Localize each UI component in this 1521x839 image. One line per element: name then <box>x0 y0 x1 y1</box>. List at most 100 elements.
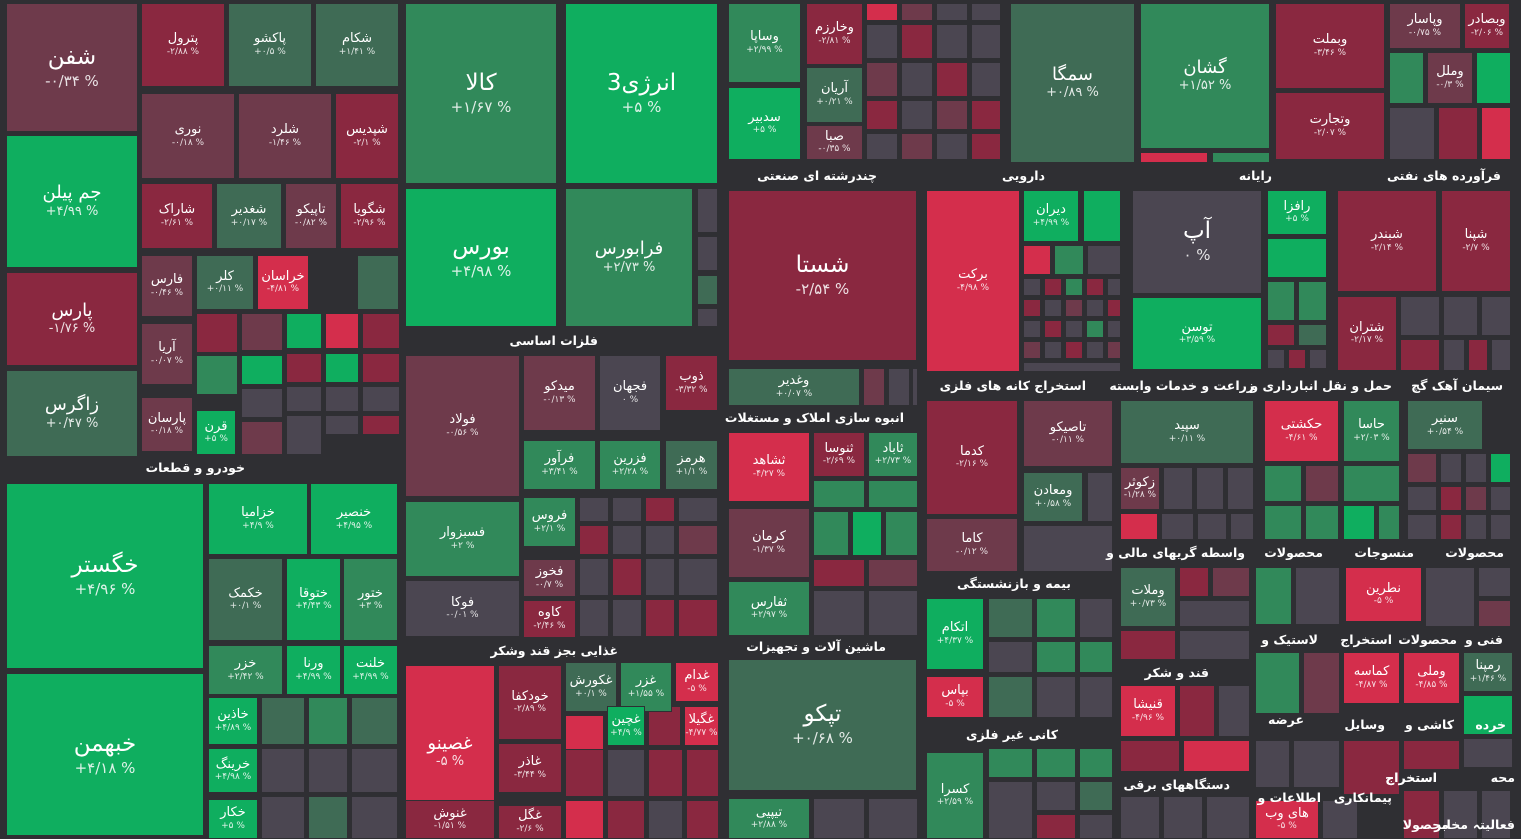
treemap-cell[interactable] <box>565 749 604 797</box>
treemap-cell[interactable] <box>286 353 322 383</box>
stock-tile[interactable]: خکمک +۰/۱ % <box>208 558 283 641</box>
stock-tile[interactable]: رافزا +۵ % <box>1267 190 1327 235</box>
stock-tile[interactable]: شفن -۰/۳۴ % <box>6 3 138 132</box>
stock-tile[interactable]: پترول -۲/۸۸ % <box>141 3 225 87</box>
treemap-cell[interactable] <box>286 313 322 349</box>
treemap-cell[interactable] <box>866 100 898 130</box>
treemap-cell[interactable] <box>1023 278 1041 296</box>
stock-tile[interactable]: غکورش +۰/۱ % <box>565 662 617 712</box>
stock-tile[interactable]: تاصیکو -۰/۱۱ % <box>1023 400 1113 467</box>
stock-tile[interactable]: حاسا +۲/۰۳ % <box>1343 400 1400 462</box>
treemap-cell[interactable] <box>648 706 681 746</box>
treemap-cell[interactable] <box>1065 299 1083 317</box>
treemap-cell[interactable] <box>362 353 400 383</box>
treemap-cell[interactable] <box>1425 567 1475 627</box>
stock-tile[interactable]: توسن +۳/۵۹ % <box>1132 297 1262 370</box>
treemap-cell[interactable] <box>1478 600 1511 627</box>
treemap-cell[interactable] <box>565 715 604 750</box>
treemap-cell[interactable] <box>1079 748 1113 778</box>
treemap-cell[interactable] <box>1267 349 1285 369</box>
treemap-cell[interactable] <box>1079 676 1113 718</box>
treemap-cell[interactable] <box>1107 299 1121 317</box>
treemap-cell[interactable] <box>1465 453 1487 483</box>
treemap-cell[interactable] <box>645 599 675 637</box>
treemap-cell[interactable] <box>196 355 238 395</box>
treemap-cell[interactable] <box>1440 514 1462 540</box>
treemap-cell[interactable] <box>1343 465 1400 502</box>
treemap-cell[interactable] <box>813 798 865 839</box>
treemap-cell[interactable] <box>1086 299 1104 317</box>
treemap-cell[interactable] <box>1079 598 1113 638</box>
stock-tile[interactable]: خگستر +۴/۹۶ % <box>6 483 204 669</box>
stock-tile[interactable]: خبهمن +۴/۱۸ % <box>6 673 204 836</box>
stock-tile[interactable]: اتکام +۴/۳۷ % <box>926 598 984 670</box>
treemap-cell[interactable] <box>308 796 348 839</box>
stock-tile[interactable]: شپدیس -۲/۱ % <box>335 93 399 179</box>
stock-tile[interactable]: حکشتی -۴/۶۱ % <box>1264 400 1339 462</box>
stock-tile[interactable]: وخارزم -۲/۸۱ % <box>806 3 863 65</box>
treemap-cell[interactable] <box>1036 598 1076 638</box>
treemap-cell[interactable] <box>648 800 683 839</box>
treemap-cell[interactable] <box>1140 152 1208 163</box>
stock-tile[interactable]: شتران -۲/۱۷ % <box>1337 296 1397 371</box>
stock-tile[interactable]: زاگرس +۰/۴۷ % <box>6 370 138 457</box>
treemap-cell[interactable] <box>888 368 910 406</box>
stock-tile[interactable]: فجهان ۰ % <box>599 355 661 431</box>
stock-tile[interactable]: شستا -۲/۵۴ % <box>728 190 917 361</box>
treemap-cell[interactable] <box>1400 296 1440 336</box>
treemap-cell[interactable] <box>1044 320 1062 338</box>
stock-tile[interactable]: ورنا +۴/۹۹ % <box>286 645 341 695</box>
treemap-cell[interactable] <box>1481 107 1511 160</box>
treemap-cell[interactable] <box>988 598 1033 638</box>
treemap-cell[interactable] <box>1163 796 1203 839</box>
treemap-cell[interactable] <box>1079 781 1113 811</box>
treemap-cell[interactable] <box>261 697 305 745</box>
treemap-cell[interactable] <box>813 511 849 556</box>
treemap-cell[interactable] <box>579 558 609 596</box>
stock-tile[interactable]: برکت -۴/۹۸ % <box>926 190 1020 372</box>
treemap-cell[interactable] <box>852 511 882 556</box>
treemap-cell[interactable] <box>1044 299 1062 317</box>
stock-tile[interactable]: فرابورس +۲/۷۳ % <box>565 188 693 327</box>
stock-tile[interactable]: خرینگ +۴/۹۸ % <box>208 748 258 793</box>
treemap-cell[interactable] <box>1267 238 1327 278</box>
treemap-cell[interactable] <box>1440 486 1462 511</box>
stock-tile[interactable]: غاذر -۳/۴۴ % <box>498 743 562 793</box>
treemap-cell[interactable] <box>607 800 645 839</box>
treemap-cell[interactable] <box>936 133 968 160</box>
stock-tile[interactable]: کالا +۱/۶۷ % <box>405 3 557 184</box>
treemap-cell[interactable] <box>868 559 918 587</box>
stock-tile[interactable]: ثاباد +۲/۷۳ % <box>868 432 918 477</box>
treemap-cell[interactable] <box>579 525 609 555</box>
treemap-cell[interactable] <box>1490 453 1511 483</box>
treemap-cell[interactable] <box>866 133 898 160</box>
treemap-cell[interactable] <box>936 3 968 21</box>
treemap-cell[interactable] <box>971 3 1001 21</box>
stock-tile[interactable]: خلنت +۴/۹۹ % <box>343 645 398 695</box>
stock-tile[interactable]: انرژی3 +۵ % <box>565 3 718 184</box>
stock-tile[interactable]: سمگا +۰/۸۹ % <box>1010 3 1135 163</box>
treemap-cell[interactable] <box>1023 525 1113 572</box>
treemap-cell[interactable] <box>1230 513 1254 540</box>
treemap-cell[interactable] <box>1023 320 1041 338</box>
treemap-cell[interactable] <box>1305 465 1339 502</box>
stock-tile[interactable]: خاذین +۴/۸۹ % <box>208 697 258 745</box>
treemap-cell[interactable] <box>308 748 348 793</box>
treemap-cell[interactable] <box>686 800 719 839</box>
treemap-cell[interactable] <box>1481 296 1511 336</box>
treemap-cell[interactable] <box>866 62 898 97</box>
treemap-cell[interactable] <box>1206 796 1250 839</box>
stock-tile[interactable]: شپنا -۲/۷ % <box>1441 190 1511 292</box>
treemap-cell[interactable] <box>1179 685 1215 737</box>
treemap-cell[interactable] <box>1298 281 1327 321</box>
treemap-cell[interactable] <box>912 368 918 406</box>
stock-tile[interactable]: وساپا +۲/۹۹ % <box>728 3 801 83</box>
stock-tile[interactable]: وبملت -۳/۴۶ % <box>1275 3 1385 89</box>
stock-tile[interactable]: ثشاهد -۴/۲۷ % <box>728 432 810 502</box>
treemap-cell[interactable] <box>612 558 642 596</box>
treemap-cell[interactable] <box>866 24 898 59</box>
stock-tile[interactable]: سدبیر +۵ % <box>728 87 801 160</box>
treemap-cell[interactable] <box>351 697 398 745</box>
treemap-cell[interactable] <box>1481 790 1511 839</box>
stock-tile[interactable]: فوکا -۰/۰۱ % <box>405 580 520 637</box>
